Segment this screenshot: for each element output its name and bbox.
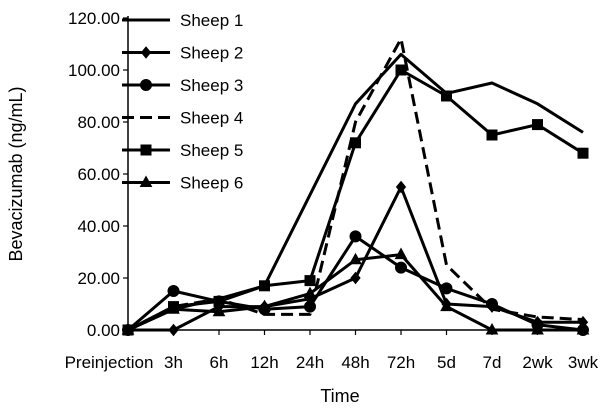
legend-item: Sheep 1	[122, 11, 243, 30]
data-point	[577, 147, 589, 159]
legend-label: Sheep 1	[180, 11, 243, 30]
x-tick-labels: Preinjection 3h 6h 12h 24h 48h 72h 5d 7d 2wk 3wk	[65, 330, 599, 372]
data-point	[350, 137, 361, 149]
data-point	[395, 180, 407, 194]
series-layer	[121, 37, 590, 337]
data-point	[121, 322, 135, 335]
y-tick-label: 100.00	[68, 61, 120, 80]
data-point	[350, 271, 361, 285]
x-tick-label: 6h	[210, 353, 229, 372]
y-tick-label: 20.00	[77, 269, 120, 288]
data-point	[349, 230, 362, 243]
legend-item: Sheep 4	[122, 109, 243, 128]
y-tick-label: 40.00	[77, 217, 120, 236]
data-point	[303, 286, 317, 299]
legend-item: Sheep 2	[122, 44, 243, 63]
y-axis-label: Bevacizumab (ng/mL)	[6, 86, 26, 261]
data-point	[441, 90, 452, 102]
data-point	[167, 285, 180, 297]
data-point	[486, 129, 498, 141]
legend-label: Sheep 2	[180, 44, 243, 63]
x-tick-label: 3wk	[568, 353, 599, 372]
series-line	[127, 37, 584, 332]
legend-item: Sheep 6	[122, 174, 243, 193]
legend-label: Sheep 4	[180, 109, 243, 128]
data-point	[440, 282, 453, 295]
legend-marker	[139, 175, 153, 187]
legend-label: Sheep 3	[180, 76, 243, 95]
data-point	[259, 280, 270, 292]
y-tick-label: 80.00	[77, 113, 120, 132]
data-point	[485, 322, 499, 335]
x-tick-label: 72h	[387, 353, 415, 372]
data-point	[531, 322, 544, 335]
x-tick-label: 5d	[437, 353, 456, 372]
legend-marker	[140, 144, 152, 156]
data-point	[532, 119, 543, 131]
data-point	[440, 299, 453, 312]
data-point	[349, 252, 362, 265]
data-point	[168, 323, 179, 337]
x-tick-label: 3h	[164, 353, 183, 372]
data-point	[576, 322, 590, 335]
legend-label: Sheep 6	[180, 174, 243, 193]
x-axis-label: Time	[320, 386, 359, 406]
data-point	[304, 275, 316, 287]
x-tick-label: Preinjection	[65, 353, 154, 372]
x-tick-label: 7d	[483, 353, 502, 372]
series-4	[127, 37, 584, 332]
y-tick-label: 60.00	[77, 165, 120, 184]
data-point	[394, 247, 408, 260]
data-point	[395, 64, 407, 76]
data-point	[258, 299, 271, 312]
x-tick-label: 12h	[250, 353, 278, 372]
x-tick-label: 24h	[296, 353, 324, 372]
x-tick-label: 48h	[341, 353, 369, 372]
y-tick-label: 120.00	[68, 9, 120, 28]
legend-item: Sheep 3	[122, 76, 243, 95]
legend-label: Sheep 5	[180, 141, 243, 160]
data-point	[212, 304, 226, 317]
legend-marker	[140, 46, 152, 59]
y-tick-labels: 0.00 20.00 40.00 60.00 80.00 100.00 120.00	[68, 9, 128, 340]
series-6	[121, 247, 590, 335]
y-tick-label: 0.00	[87, 321, 120, 340]
data-point	[167, 302, 180, 314]
legend-marker	[140, 79, 152, 91]
legend-item: Sheep 5	[122, 141, 243, 160]
x-tick-label: 2wk	[522, 353, 553, 372]
data-point	[395, 261, 407, 274]
legend: Sheep 1 Sheep 2 Sheep 3 Sheep 4 Sheep 5 Sheep…	[122, 11, 243, 193]
